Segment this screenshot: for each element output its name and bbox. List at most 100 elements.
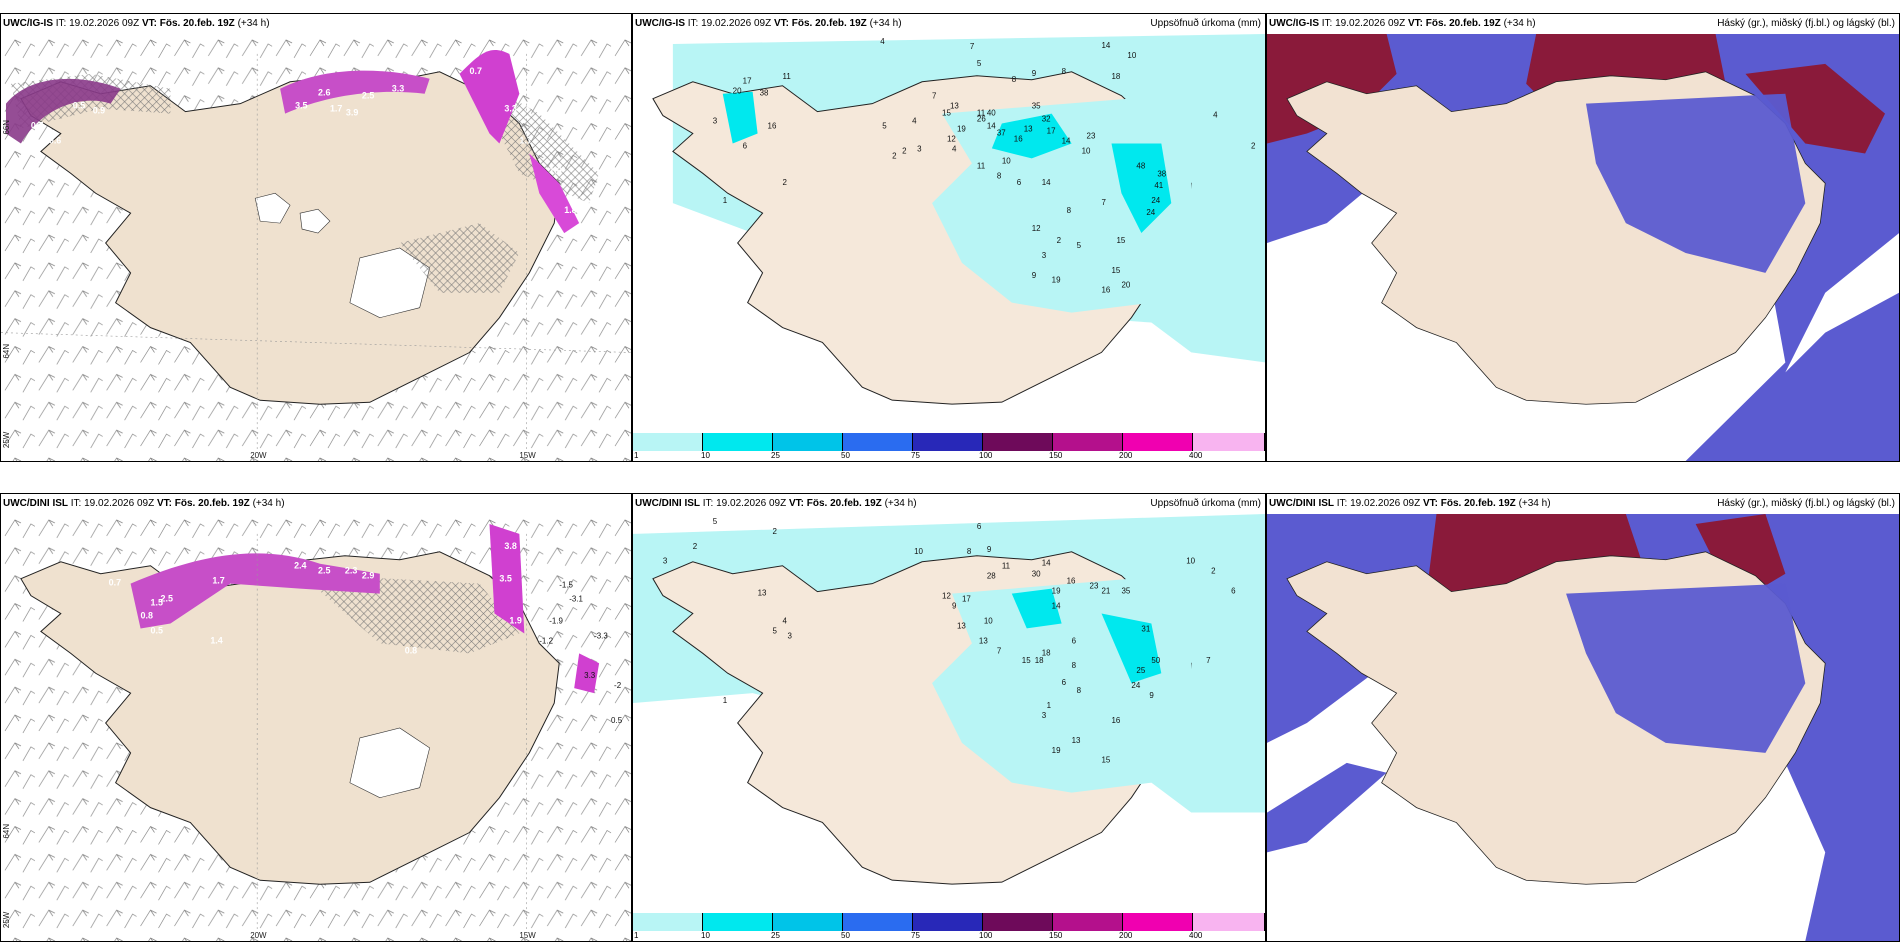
svg-text:15: 15 (942, 109, 951, 118)
svg-text:2: 2 (773, 527, 778, 536)
svg-text:0.5: 0.5 (73, 101, 85, 111)
svg-text:18: 18 (1111, 72, 1120, 81)
svg-text:1.4: 1.4 (210, 635, 222, 645)
svg-text:10: 10 (914, 547, 923, 556)
panel-bottom-left: UWC/DINI ISL IT: 19.02.2026 09Z VT: Fös.… (0, 493, 632, 942)
svg-text:8: 8 (1062, 67, 1067, 76)
model-name: UWC/IG-IS (3, 18, 53, 29)
svg-text:5: 5 (882, 122, 887, 131)
lead-time: (+34 h) (252, 498, 285, 509)
svg-text:40: 40 (987, 109, 996, 118)
panel-header: UWC/DINI ISL IT: 19.02.2026 09Z VT: Fös.… (633, 494, 1265, 514)
svg-text:8: 8 (997, 171, 1002, 180)
svg-text:12: 12 (947, 134, 956, 143)
svg-text:35: 35 (1032, 102, 1041, 111)
svg-text:28: 28 (987, 572, 996, 581)
svg-text:14: 14 (987, 122, 996, 131)
init-time: 19.02.2026 09Z (84, 498, 155, 509)
svg-text:3: 3 (1042, 251, 1047, 260)
wind-value-labels: 0.7 1.5 0.8 2.5 1.7 2.4 2.5 2.3 2.9 3.5 … (109, 541, 623, 725)
svg-text:8: 8 (1072, 661, 1077, 670)
init-time: 19.02.2026 09Z (1335, 18, 1406, 29)
init-time: 19.02.2026 09Z (701, 18, 772, 29)
svg-text:24: 24 (1151, 196, 1160, 205)
svg-text:14: 14 (1042, 178, 1051, 187)
map-wind-bottom[interactable]: 0.7 1.5 0.8 2.5 1.7 2.4 2.5 2.3 2.9 3.5 … (1, 514, 631, 941)
svg-text:25W: 25W (2, 431, 11, 448)
svg-text:14: 14 (1042, 559, 1051, 568)
panel-header: UWC/DINI ISL IT: 19.02.2026 09Z VT: Fös.… (3, 498, 285, 509)
colorbar-swatch (1053, 433, 1123, 451)
map-precip-top[interactable]: 4 7 5 8 9 14 10 20 17 11 38 3 16 6 7 13 … (633, 34, 1265, 433)
svg-text:0.6: 0.6 (49, 135, 61, 145)
svg-text:9: 9 (952, 602, 957, 611)
svg-text:1.7: 1.7 (212, 576, 224, 586)
svg-text:64N: 64N (2, 344, 11, 359)
svg-text:7: 7 (1102, 198, 1107, 207)
svg-text:-1.2: -1.2 (539, 636, 553, 645)
svg-text:9: 9 (1032, 69, 1037, 78)
model-name: UWC/DINI ISL (635, 498, 700, 509)
svg-text:-3.1: -3.1 (569, 595, 583, 604)
svg-text:1.5: 1.5 (151, 598, 163, 608)
svg-text:11: 11 (977, 161, 986, 170)
svg-text:10: 10 (1002, 156, 1011, 165)
svg-text:3.3: 3.3 (584, 671, 596, 680)
model-name: UWC/IG-IS (635, 18, 685, 29)
field-title: Háský (gr.), miðský (fj.bl.) og lágský (… (1717, 498, 1895, 509)
map-wind-top[interactable]: 0.5 0.7 0.9 0.6 2.6 2.5 3.3 3.5 1.7 3.9 … (1, 34, 631, 461)
svg-text:1.8: 1.8 (564, 205, 576, 215)
svg-text:5: 5 (713, 517, 718, 526)
svg-text:3: 3 (713, 117, 718, 126)
svg-text:9: 9 (987, 545, 992, 554)
svg-text:17: 17 (1047, 127, 1056, 136)
svg-text:3.3: 3.3 (392, 84, 404, 94)
svg-text:4: 4 (880, 37, 885, 46)
svg-text:13: 13 (758, 589, 767, 598)
svg-text:2.9: 2.9 (362, 571, 374, 581)
svg-text:2: 2 (892, 151, 897, 160)
svg-text:13: 13 (950, 102, 959, 111)
svg-text:20W: 20W (250, 451, 267, 460)
svg-text:1.7: 1.7 (519, 135, 531, 145)
svg-text:2.4: 2.4 (294, 561, 306, 571)
svg-text:3: 3 (663, 557, 668, 566)
svg-text:16: 16 (1111, 716, 1120, 725)
svg-text:10: 10 (1082, 146, 1091, 155)
panel-top-middle: UWC/IG-IS IT: 19.02.2026 09Z VT: Fös. 20… (632, 13, 1266, 462)
colorbar-swatch (633, 913, 703, 931)
svg-text:1.7: 1.7 (330, 104, 342, 114)
svg-text:16: 16 (1014, 134, 1023, 143)
iceland-landmass (20, 71, 560, 405)
svg-text:4: 4 (1213, 111, 1218, 120)
svg-text:12: 12 (942, 592, 951, 601)
svg-text:1: 1 (723, 196, 728, 205)
precip-values: 5 2 3 2 10 6 8 9 13 11 14 28 30 16 19 14… (663, 517, 1236, 765)
svg-text:13: 13 (979, 636, 988, 645)
svg-text:15W: 15W (519, 931, 536, 940)
svg-text:-1.9: -1.9 (549, 616, 563, 625)
svg-text:3.5: 3.5 (499, 574, 511, 584)
svg-text:64N: 64N (2, 824, 11, 839)
lead-time: (+34 h) (237, 18, 270, 29)
panel-header: UWC/DINI ISL IT: 19.02.2026 09Z VT: Fös.… (1267, 494, 1899, 514)
svg-text:12: 12 (1032, 224, 1041, 233)
svg-text:10: 10 (1186, 557, 1195, 566)
lead-time: (+34 h) (1503, 18, 1536, 29)
map-precip-bottom[interactable]: 5 2 3 2 10 6 8 9 13 11 14 28 30 16 19 14… (633, 514, 1265, 913)
valid-time: Fös. 20.feb. 19Z (159, 18, 235, 29)
svg-text:9: 9 (1032, 271, 1037, 280)
svg-text:2: 2 (693, 542, 698, 551)
colorbar-swatch (1053, 913, 1123, 931)
svg-text:16: 16 (768, 122, 777, 131)
map-clouds-bottom[interactable] (1267, 514, 1899, 941)
svg-text:-2: -2 (614, 681, 622, 690)
map-clouds-top[interactable] (1267, 34, 1899, 461)
svg-text:19: 19 (1052, 746, 1061, 755)
svg-text:1.6: 1.6 (549, 165, 561, 175)
svg-text:18: 18 (1035, 656, 1044, 665)
svg-text:1.9: 1.9 (509, 615, 521, 625)
svg-text:25W: 25W (2, 911, 11, 928)
valid-time: Fös. 20.feb. 19Z (791, 18, 867, 29)
svg-text:19: 19 (957, 125, 966, 134)
